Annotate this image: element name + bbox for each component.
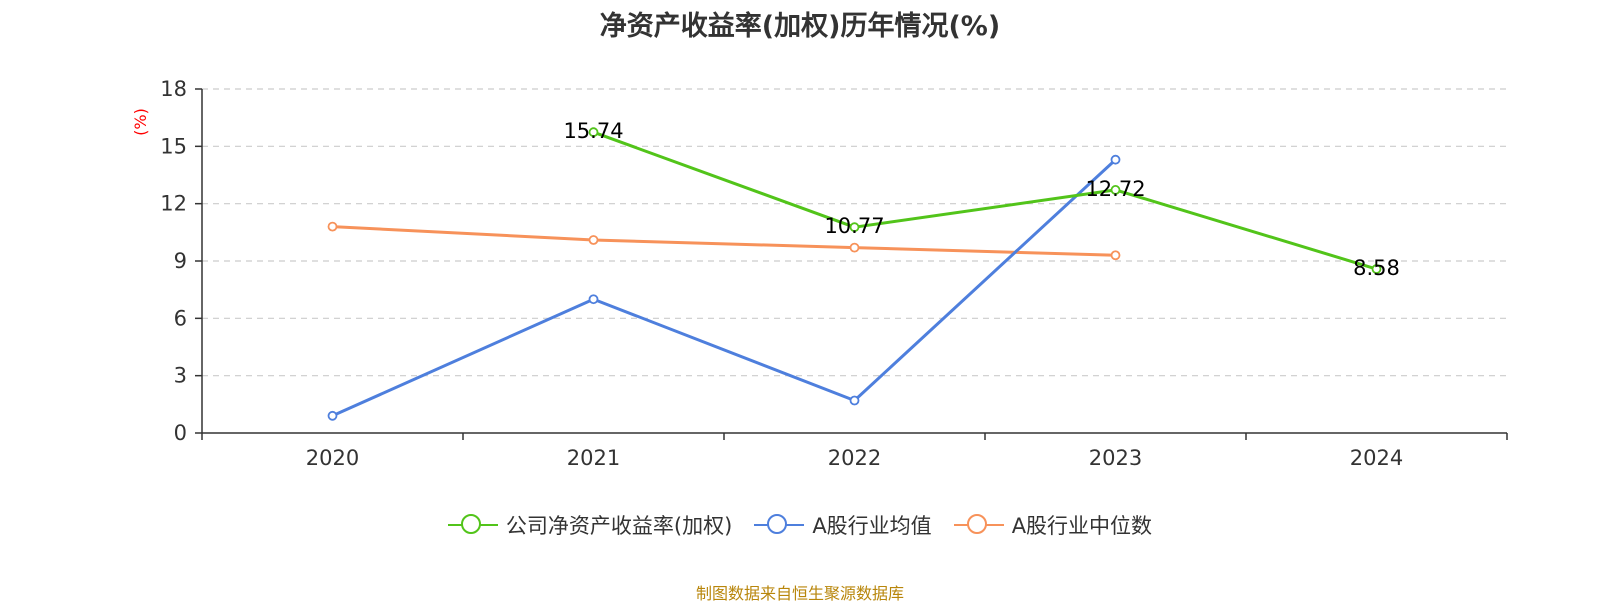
series-line [331,158,1117,418]
data-point [1110,185,1121,195]
y-tick-label: 6 [174,306,187,330]
data-point [588,294,599,305]
y-tick-label: 15 [160,134,187,158]
x-tick-label: 2022 [828,446,881,470]
y-tick-label: 3 [174,364,187,388]
y-tick-label: 0 [174,421,187,445]
data-label: 8.58 [1353,256,1400,280]
legend-item[interactable]: A股行业中位数 [953,510,1153,540]
legend-swatch [953,513,1004,537]
data-label: 10.77 [824,214,884,238]
data-point [849,395,860,406]
y-axis-label: (%) [131,108,150,136]
legend-item[interactable]: A股行业均值 [754,510,932,540]
axes: 0 3 6 9 12 15 18 2020 2021 2022 2023 2024 [160,77,1508,470]
series-line [332,225,1116,257]
data-point [1110,154,1121,165]
legend-label: 公司净资产收益率(加权) [505,514,733,538]
series-line [592,130,1377,271]
data-point [588,235,599,245]
x-tick-label: 2024 [1350,446,1403,470]
series [327,127,1382,421]
legend-item[interactable]: 公司净资产收益率(加权) [447,510,733,540]
source-note: 制图数据来自恒生聚源数据库 [695,584,904,603]
data-point [327,410,338,421]
x-tick-label: 2023 [1089,446,1142,470]
data-label: 12.72 [1085,177,1145,201]
data-point [849,222,860,233]
y-tick-label: 18 [160,77,187,101]
legend-swatch [754,513,805,537]
legend-label: A股行业均值 [812,514,932,538]
data-labels: 15.74 10.77 12.72 8.58 [563,119,1399,280]
grid-lines [202,88,1507,377]
y-tick-label: 12 [160,192,187,216]
data-label: 15.74 [563,119,623,143]
legend-swatch [447,513,498,537]
data-point [849,242,860,253]
x-tick-label: 2020 [306,446,359,470]
x-tick-label: 2021 [567,446,620,470]
y-tick-label: 9 [174,249,187,273]
series-0 [588,127,1382,274]
data-point [1110,250,1121,261]
legend-label: A股行业中位数 [1011,514,1153,538]
chart-title: 净资产收益率(加权)历年情况(%) [599,11,1001,42]
series-2 [327,221,1121,261]
data-point [1371,264,1382,274]
data-point [327,221,338,232]
series-1 [327,154,1121,421]
legend: 公司净资产收益率(加权) A股行业均值 A股行业中位数 [0,510,1600,540]
data-point [588,127,599,138]
